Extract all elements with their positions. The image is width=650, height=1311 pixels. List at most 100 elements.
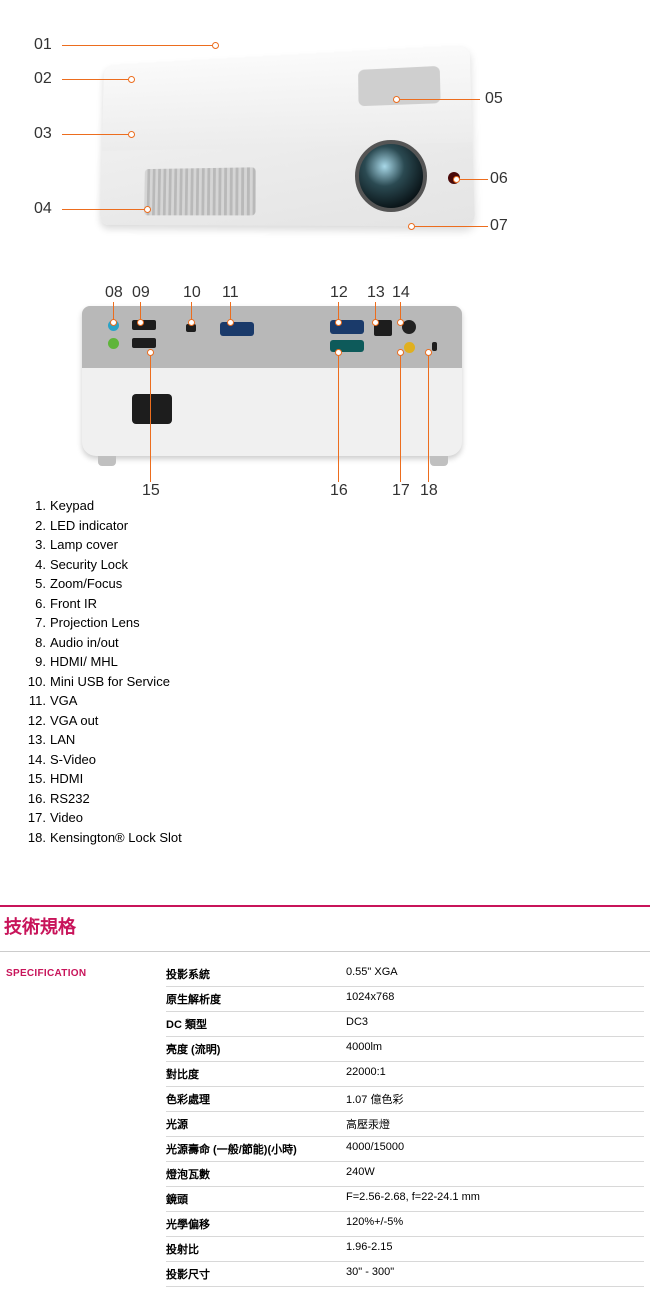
legend-num: 14.: [24, 750, 46, 770]
spec-key: DC 類型: [166, 1016, 346, 1032]
callout-number: 13: [367, 284, 385, 302]
callout-dot: [372, 319, 379, 326]
callout-number: 14: [392, 284, 410, 302]
callout-dot: [393, 96, 400, 103]
legend-num: 8.: [24, 633, 46, 653]
spec-key: 色彩處理: [166, 1091, 346, 1107]
legend-label: Security Lock: [50, 555, 128, 575]
section-title: 技術規格: [0, 913, 650, 947]
spec-value: 4000/15000: [346, 1141, 644, 1157]
diagram-area: 01020304050607 0809101112131415161718: [0, 0, 650, 490]
legend-row: 7.Projection Lens: [24, 613, 636, 633]
callout-line: [150, 352, 151, 482]
legend-row: 2.LED indicator: [24, 516, 636, 536]
section-divider: [0, 905, 650, 907]
callout-dot: [128, 76, 135, 83]
legend-label: Front IR: [50, 594, 97, 614]
legend-num: 9.: [24, 652, 46, 672]
spec-key: 投影尺寸: [166, 1266, 346, 1282]
spec-key: 光源: [166, 1116, 346, 1132]
callout-number: 17: [392, 482, 410, 500]
spec-value: 1.96-2.15: [346, 1241, 644, 1257]
s-video-port: [402, 320, 416, 334]
spec-row: 投射比1.96-2.15: [166, 1237, 644, 1262]
legend-label: Kensington® Lock Slot: [50, 828, 182, 848]
spec-value: 4000lm: [346, 1041, 644, 1057]
legend-label: VGA: [50, 691, 77, 711]
legend-num: 2.: [24, 516, 46, 536]
callout-dot: [188, 319, 195, 326]
legend-row: 6.Front IR: [24, 594, 636, 614]
callout-line: [338, 352, 339, 482]
spec-value: 22000:1: [346, 1066, 644, 1082]
spec-key: 投影系統: [166, 966, 346, 982]
legend-label: Keypad: [50, 496, 94, 516]
callout-dot: [397, 319, 404, 326]
power-inlet: [132, 394, 172, 424]
callout-line: [428, 352, 429, 482]
spec-value: 1.07 億色彩: [346, 1091, 644, 1107]
audio-out-jack: [108, 338, 119, 349]
back-panel-strip: [82, 306, 462, 368]
spec-row: 光源壽命 (一般/節能)(小時)4000/15000: [166, 1137, 644, 1162]
legend-label: S-Video: [50, 750, 96, 770]
callout-number: 18: [420, 482, 438, 500]
legend-num: 12.: [24, 711, 46, 731]
callout-legend: 1.Keypad2.LED indicator3.Lamp cover4.Sec…: [0, 490, 650, 877]
legend-num: 6.: [24, 594, 46, 614]
video-jack: [404, 342, 415, 353]
legend-label: LED indicator: [50, 516, 128, 536]
callout-dot: [212, 42, 219, 49]
legend-num: 11.: [24, 691, 46, 711]
spec-row: 投影系統0.55" XGA: [166, 962, 644, 987]
callout-number: 16: [330, 482, 348, 500]
callout-number: 15: [142, 482, 160, 500]
legend-label: VGA out: [50, 711, 98, 731]
callout-line: [62, 79, 128, 80]
legend-label: HDMI/ MHL: [50, 652, 118, 672]
spec-key: 原生解析度: [166, 991, 346, 1007]
spec-key: 投射比: [166, 1241, 346, 1257]
callout-line: [460, 179, 488, 180]
legend-num: 13.: [24, 730, 46, 750]
callout-line: [62, 45, 212, 46]
callout-number: 12: [330, 284, 348, 302]
spec-row: 色彩處理1.07 億色彩: [166, 1087, 644, 1112]
legend-num: 4.: [24, 555, 46, 575]
spec-value: 120%+/-5%: [346, 1216, 644, 1232]
legend-label: Video: [50, 808, 83, 828]
callout-number: 01: [34, 36, 52, 54]
spec-value: 0.55" XGA: [346, 966, 644, 982]
callout-dot: [408, 223, 415, 230]
projector-foot-left: [98, 456, 116, 466]
callout-dot: [137, 319, 144, 326]
legend-row: 5.Zoom/Focus: [24, 574, 636, 594]
legend-num: 16.: [24, 789, 46, 809]
legend-row: 11.VGA: [24, 691, 636, 711]
hdmi-mhl-port: [132, 320, 156, 330]
legend-row: 12.VGA out: [24, 711, 636, 731]
projector-back-view: [82, 306, 462, 456]
spec-row: 光源高壓汞燈: [166, 1112, 644, 1137]
legend-label: Lamp cover: [50, 535, 118, 555]
callout-number: 02: [34, 70, 52, 88]
legend-num: 10.: [24, 672, 46, 692]
legend-label: Projection Lens: [50, 613, 140, 633]
legend-num: 1.: [24, 496, 46, 516]
callout-line: [400, 352, 401, 482]
legend-row: 17.Video: [24, 808, 636, 828]
callout-number: 07: [490, 217, 508, 235]
legend-label: Zoom/Focus: [50, 574, 122, 594]
callout-dot: [147, 349, 154, 356]
legend-row: 10.Mini USB for Service: [24, 672, 636, 692]
callout-dot: [227, 319, 234, 326]
callout-line: [62, 209, 144, 210]
kensington-slot: [432, 342, 437, 351]
legend-label: Audio in/out: [50, 633, 119, 653]
spec-key: 對比度: [166, 1066, 346, 1082]
legend-label: LAN: [50, 730, 75, 750]
hdmi-port: [132, 338, 156, 348]
callout-line: [400, 99, 480, 100]
projector-foot-right: [430, 456, 448, 466]
spec-key: 光學偏移: [166, 1216, 346, 1232]
